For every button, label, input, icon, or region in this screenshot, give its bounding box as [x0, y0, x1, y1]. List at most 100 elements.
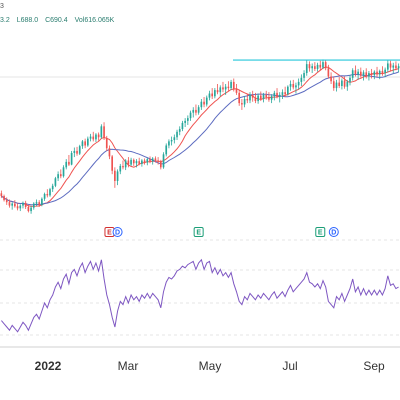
candle [32, 202, 35, 210]
candle [243, 96, 246, 108]
candle-body [122, 165, 124, 168]
candle-body [376, 71, 378, 75]
candle [138, 157, 141, 166]
candle [132, 158, 135, 166]
candle-body [27, 206, 30, 212]
candle [259, 91, 262, 102]
candle [341, 78, 343, 90]
candle-body [319, 64, 322, 68]
candle-body [176, 131, 178, 138]
grid-layer [0, 76, 400, 348]
candle [343, 76, 346, 89]
candle-body [392, 65, 395, 68]
candle-body [270, 96, 273, 100]
candle-body [119, 165, 122, 172]
candle [303, 70, 305, 82]
candle-body [370, 73, 373, 76]
candle [3, 194, 5, 202]
candle [314, 62, 316, 71]
candle-body [157, 160, 159, 162]
candle-body [332, 81, 335, 89]
ohlc-header: 3 3.2 L688.0 C690.4 Vol616.065K [0, 0, 400, 30]
candle [108, 145, 111, 160]
candle-body [230, 81, 232, 89]
ohlc-row: 3.2 L688.0 C690.4 Vol616.065K [0, 17, 119, 24]
time-axis-label: May [199, 359, 222, 373]
candle [162, 152, 165, 169]
candle-body [281, 92, 284, 95]
candle [181, 120, 184, 132]
candle-body [387, 63, 389, 70]
candle-body [311, 66, 313, 69]
candle [214, 88, 216, 99]
candle [200, 99, 203, 110]
candle [305, 60, 308, 76]
marker-label: E [318, 230, 323, 237]
candle [300, 74, 303, 87]
candle-body [219, 87, 222, 93]
candle [332, 76, 335, 91]
candle-body [165, 145, 168, 155]
candle-body [41, 198, 43, 205]
candle-body [262, 94, 265, 99]
candle [208, 90, 211, 101]
candle-body [35, 202, 38, 204]
time-axis-label: Jul [282, 359, 297, 373]
candle-body [295, 85, 297, 88]
candle-body [254, 97, 257, 102]
candle-body [49, 189, 51, 196]
candle [5, 197, 8, 205]
candle-body [384, 69, 386, 74]
candle-body [162, 154, 165, 168]
candle [143, 158, 146, 165]
ma-fast-line [1, 66, 399, 207]
candle-body [111, 156, 113, 171]
candle-body [343, 80, 346, 87]
candle [27, 204, 30, 213]
candle [119, 163, 122, 175]
candle [295, 82, 297, 94]
candle-body [241, 103, 243, 105]
candle-body [268, 96, 270, 100]
candle [146, 157, 149, 166]
candle-body [257, 95, 259, 102]
time-axis-label: 2022 [35, 359, 62, 373]
candle [365, 68, 368, 79]
candle [359, 67, 362, 78]
candle-body [159, 161, 162, 168]
candle [197, 105, 200, 115]
candle-body [238, 92, 241, 104]
candle-body [276, 92, 278, 97]
marker-shape [112, 227, 123, 237]
candle-body [287, 86, 289, 95]
candle [311, 63, 313, 74]
marker-label: E [107, 230, 112, 237]
candle [292, 79, 295, 90]
high-value: 3.2 [0, 17, 10, 24]
candle [273, 90, 276, 101]
candle [276, 88, 278, 99]
candle [130, 157, 132, 166]
candle-body [70, 152, 73, 165]
candle [151, 157, 154, 165]
candle [219, 85, 222, 97]
candle-body [54, 178, 57, 186]
candle-body [59, 174, 62, 177]
candle [54, 176, 57, 188]
candle-body [324, 62, 327, 69]
candle [157, 157, 159, 165]
candle [19, 204, 22, 212]
candle-body [330, 76, 332, 82]
candle-body [181, 122, 184, 130]
candle-body [168, 141, 170, 146]
candle-body [143, 160, 146, 163]
candle [105, 135, 108, 151]
marker-label: E [196, 230, 201, 237]
candle [335, 79, 338, 92]
candle-body [138, 161, 141, 164]
candle [30, 205, 32, 214]
candle-body [127, 160, 130, 165]
candle [254, 92, 257, 104]
candle-body [297, 81, 300, 86]
